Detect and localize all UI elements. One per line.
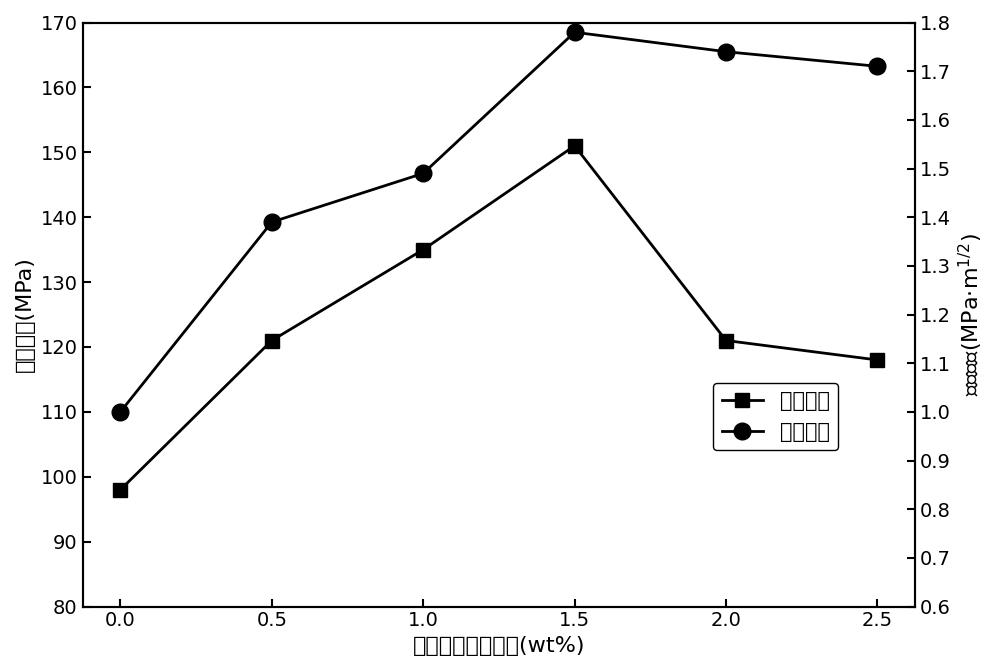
- 断裂韧性: [417, 169, 429, 177]
- Y-axis label: 弯曲强度(MPa): 弯曲强度(MPa): [15, 256, 35, 372]
- X-axis label: 石墨烯纳米片含量(wt%): 石墨烯纳米片含量(wt%): [413, 636, 585, 656]
- Line: 弯曲强度: 弯曲强度: [113, 139, 884, 497]
- 弯曲强度: [114, 486, 126, 494]
- Line: 断裂韧性: 断裂韧性: [112, 24, 886, 420]
- 弯曲强度: [417, 246, 429, 254]
- Legend: 弯曲强度, 断裂韧性: 弯曲强度, 断裂韧性: [713, 383, 838, 450]
- 断裂韧性: [266, 218, 278, 226]
- 弯曲强度: [871, 356, 883, 364]
- Y-axis label: 断裂韧性(MPa·m$^{1/2}$): 断裂韧性(MPa·m$^{1/2}$): [957, 233, 985, 396]
- 断裂韧性: [569, 28, 581, 36]
- 断裂韧性: [871, 62, 883, 70]
- 弯曲强度: [266, 336, 278, 344]
- 断裂韧性: [114, 408, 126, 416]
- 弯曲强度: [569, 142, 581, 150]
- 弯曲强度: [720, 336, 732, 344]
- 断裂韧性: [720, 48, 732, 56]
